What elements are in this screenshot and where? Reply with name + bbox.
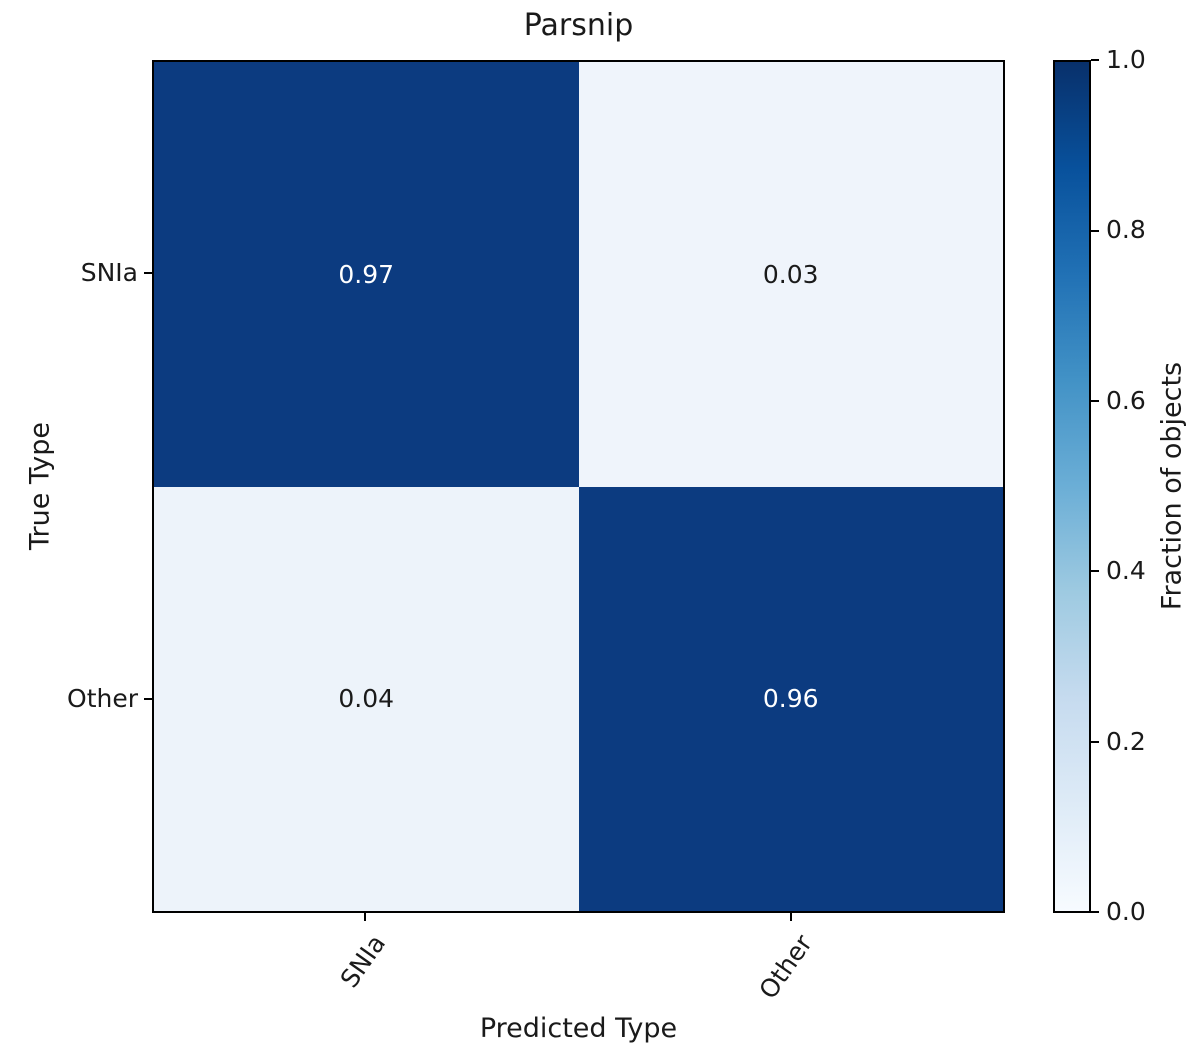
x-axis-title: Predicted Type xyxy=(479,1013,678,1044)
y-axis-tick-mark xyxy=(144,698,152,700)
x-tick-label-snia: SNIa xyxy=(334,929,391,993)
colorbar-tick-mark xyxy=(1091,911,1099,913)
matrix-cell-true-other-pred-other: 0.96 xyxy=(578,486,1003,911)
x-axis-tick-mark xyxy=(364,913,366,921)
colorbar-gradient xyxy=(1053,60,1091,913)
colorbar-tick-label: 0.2 xyxy=(1106,727,1146,756)
colorbar-tick-mark xyxy=(1091,400,1099,402)
colorbar-tick-mark xyxy=(1091,570,1099,572)
colorbar-tick-mark xyxy=(1091,230,1099,232)
x-axis-tick-mark xyxy=(790,913,792,921)
y-axis-title: True Type xyxy=(24,422,56,550)
chart-title: Parsnip xyxy=(523,8,634,43)
colorbar-tick-mark xyxy=(1091,741,1099,743)
colorbar-tick-label: 0.8 xyxy=(1106,215,1146,244)
colorbar-tick-label: 0.6 xyxy=(1106,386,1146,415)
colorbar-tick-mark xyxy=(1091,59,1099,61)
matrix-cell-true-snia-pred-snia: 0.97 xyxy=(154,62,579,487)
colorbar-tick-label: 0.0 xyxy=(1106,897,1146,926)
matrix-cell-true-snia-pred-other: 0.03 xyxy=(578,62,1003,487)
matrix-cell-true-other-pred-snia: 0.04 xyxy=(154,486,579,911)
y-tick-label-snia: SNIa xyxy=(80,258,138,287)
colorbar-title: Fraction of objects xyxy=(1156,361,1188,611)
colorbar-tick-label: 0.4 xyxy=(1106,556,1146,585)
y-tick-label-other: Other xyxy=(67,684,138,713)
colorbar-tick-label: 1.0 xyxy=(1106,45,1146,74)
x-tick-label-other: Other xyxy=(753,929,818,1005)
y-axis-tick-mark xyxy=(144,272,152,274)
heatmap-plot: 0.97 0.03 0.04 0.96 xyxy=(152,60,1005,913)
